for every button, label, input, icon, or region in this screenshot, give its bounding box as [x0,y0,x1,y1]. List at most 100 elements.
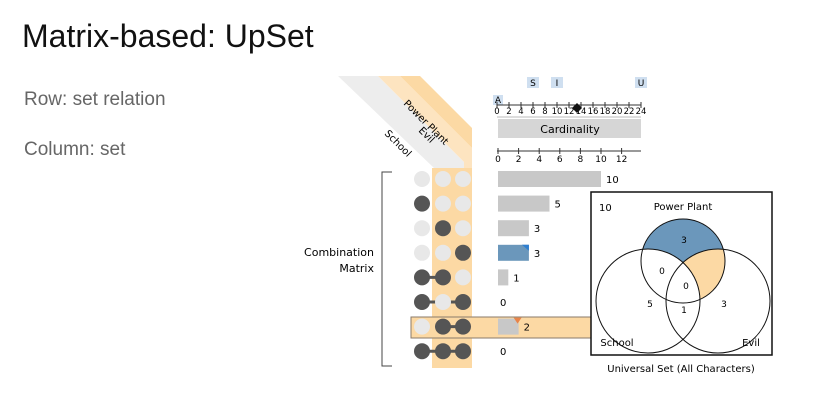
matrix-dot [455,294,471,310]
venn-count-power-plant-only: 3 [681,236,687,246]
matrix-bracket [381,171,392,367]
evil-header-band [378,76,472,168]
bar-axis-tick-label: 2 [516,155,522,165]
matrix-dot [455,318,471,335]
matrix-dot [435,294,451,310]
cardinality-bar[interactable] [498,220,529,237]
top-axis-tick-label: 22 [624,107,635,117]
bullet-column-set: Column: set [24,139,126,160]
matrix-dot [414,294,430,310]
matrix-dot [414,171,430,187]
top-axis-ticks: 0 2 4 6 8 10 12 14 16 18 20 22 24 [494,102,646,117]
top-axis-tick-label: 4 [518,107,523,117]
bar-axis-tick-label: 12 [616,155,627,165]
matrix-dot [435,244,451,261]
marker-i: I [556,79,559,89]
top-axis-tick-label: 2 [506,107,511,117]
top-axis-tick-label: 14 [576,107,587,117]
top-axis: S I U A 0 2 4 6 8 10 12 14 16 18 20 22 24 [493,77,647,118]
combination-label-line1: Combination [304,246,374,259]
cardinality-bar[interactable] [498,318,519,335]
bar-axis-tick-label: 0 [495,155,501,165]
top-axis-tick-label: 8 [542,107,547,117]
school-header-band [338,76,464,168]
cardinality-bar-label: 2 [524,323,530,334]
bar-axis-tick-label: 4 [536,155,542,165]
matrix-dot [414,195,430,212]
top-axis-tick-label: 12 [564,107,575,117]
matrix-dot [455,220,471,237]
marker-a: A [495,96,502,106]
cardinality-bar-label: 5 [555,200,561,211]
power-plant-header-band [400,76,472,148]
marker-u-box[interactable] [635,77,647,88]
combination-matrix [414,171,471,360]
matrix-dot [414,269,430,286]
matrix-dot [455,244,471,261]
matrix-dot [455,343,471,360]
top-axis-tick-label: 24 [636,107,647,117]
bar-axis-ticks: 0 2 4 6 8 10 12 [495,148,627,165]
matrix-dot [414,343,430,360]
matrix-dot [414,244,430,261]
matrix-dot [455,171,471,187]
top-axis-tick-label: 18 [600,107,611,117]
marker-s-box[interactable] [527,77,539,88]
venn-caption: Universal Set (All Characters) [607,364,755,375]
matrix-dot [455,269,471,286]
matrix-dot [435,318,451,335]
cardinality-bar[interactable] [498,244,529,261]
venn-label-evil: Evil [742,338,760,349]
bar-selection-marker [513,317,522,324]
venn-outside-count: 10 [599,203,612,214]
matrix-dot [435,343,451,360]
cardinality-label: Cardinality [540,123,600,136]
venn-evil-circle[interactable] [665,248,771,354]
matrix-dot [435,269,451,286]
top-axis-tick-label: 20 [612,107,623,117]
matrix-dot [435,171,451,187]
mean-diamond-marker [572,103,582,113]
matrix-dot [414,220,430,237]
combination-label-line2: Matrix [339,262,374,275]
marker-u: U [638,79,645,89]
matrix-dot [455,195,471,212]
bullet-row-relation: Row: set relation [24,89,166,110]
slide-title: Matrix-based: UpSet [22,18,314,54]
cardinality-header[interactable] [498,119,641,138]
cardinality-bar-label: 0 [500,298,506,309]
top-axis-tick-label: 16 [588,107,599,117]
cardinality-bar-label: 3 [534,224,540,235]
bar-axis-tick-label: 8 [578,155,584,165]
top-axis-tick-label: 0 [494,107,499,117]
venn-diagram: 10 Power Plant School Evil 3 0 0 5 3 1 U… [590,191,773,375]
cardinality-bar-label: 10 [606,175,619,186]
top-axis-tick-label: 6 [530,107,535,117]
cardinality-bar-label: 1 [513,273,519,284]
venn-label-power-plant: Power Plant [654,202,713,213]
matrix-dot [414,318,430,335]
cardinality-bar[interactable] [498,171,601,187]
matrix-dot [435,220,451,237]
marker-a-box[interactable] [493,95,503,105]
cardinality-bar-label: 3 [534,249,540,260]
cardinality-bar[interactable] [498,195,550,212]
matrix-dot [435,195,451,212]
bar-axis-tick-label: 10 [595,155,607,165]
venn-count-evil-only: 3 [721,300,727,310]
venn-count-school-power: 0 [659,267,665,277]
venn-count-school-only: 5 [647,300,653,310]
venn-label-school: School [600,338,633,349]
top-axis-tick-label: 10 [552,107,563,117]
marker-i-box[interactable] [551,77,563,88]
cardinality-bar-label: 0 [500,347,506,358]
venn-count-all-three: 0 [683,282,689,292]
bar-axis-tick-label: 6 [557,155,563,165]
cardinality-bar[interactable] [498,269,509,286]
bar-selection-marker [521,244,529,251]
venn-count-school-evil: 1 [681,306,687,316]
venn-school-circle[interactable] [595,248,701,354]
marker-s: S [530,79,536,89]
